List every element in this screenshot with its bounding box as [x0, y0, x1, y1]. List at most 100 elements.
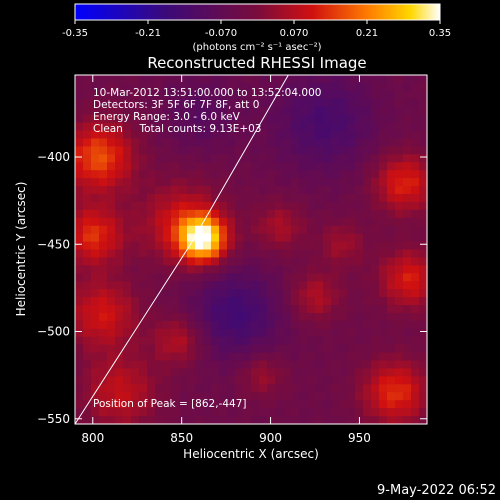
heatmap-cell [115, 384, 124, 393]
heatmap-cell [339, 98, 348, 108]
heatmap-cell [195, 328, 204, 338]
heatmap-cell [91, 392, 100, 401]
heatmap-cell [99, 257, 108, 266]
heatmap-cell [339, 416, 348, 425]
heatmap-cell [195, 162, 204, 171]
heatmap-cell [379, 320, 388, 330]
heatmap-cell [307, 344, 316, 354]
heatmap-cell [235, 241, 244, 251]
heatmap-cell [283, 209, 292, 219]
heatmap-cell [339, 392, 348, 401]
heatmap-cell [347, 193, 356, 203]
heatmap-cell [323, 98, 332, 108]
heatmap-cell [283, 241, 292, 251]
heatmap-cell [419, 344, 428, 354]
heatmap-cell [163, 312, 172, 322]
heatmap-cell [283, 98, 292, 108]
heatmap-cell [291, 320, 300, 330]
heatmap-cell [115, 265, 124, 274]
heatmap-cell [131, 90, 140, 100]
heatmap-cell [275, 122, 284, 132]
heatmap-cell [75, 312, 84, 322]
heatmap-cell [235, 305, 244, 314]
heatmap-cell [147, 146, 156, 155]
heatmap-cell [179, 273, 188, 282]
heatmap-cell [115, 178, 124, 187]
heatmap-cell [179, 106, 188, 116]
heatmap-cell [363, 265, 372, 274]
heatmap-cell [323, 281, 332, 290]
heatmap-cell [171, 146, 180, 155]
heatmap-cell [387, 360, 396, 370]
heatmap-cell [275, 154, 284, 163]
heatmap-cell [347, 249, 356, 259]
heatmap-cell [387, 312, 396, 322]
heatmap-cell [323, 138, 332, 147]
heatmap-cell [379, 408, 388, 417]
heatmap-cell [139, 336, 148, 346]
heatmap-cell [387, 186, 396, 195]
heatmap-cell [403, 225, 412, 235]
heatmap-cell [187, 297, 196, 306]
heatmap-cell [123, 225, 132, 235]
heatmap-cell [179, 193, 188, 203]
heatmap-cell [323, 408, 332, 417]
heatmap-cell [83, 233, 92, 243]
heatmap-cell [411, 154, 420, 163]
heatmap-cell [163, 122, 172, 132]
heatmap-cell [115, 336, 124, 346]
heatmap-cell [251, 241, 260, 251]
heatmap-cell [147, 352, 156, 362]
heatmap-cell [371, 241, 380, 251]
heatmap-cell [211, 249, 220, 259]
heatmap-cell [323, 225, 332, 235]
heatmap-cell [235, 193, 244, 203]
heatmap-cell [283, 360, 292, 370]
heatmap-cell [131, 376, 140, 385]
heatmap-cell [395, 75, 404, 84]
heatmap-cell [107, 106, 116, 116]
heatmap-cell [171, 225, 180, 235]
heatmap-cell [251, 368, 260, 378]
heatmap-cell [91, 114, 100, 124]
heatmap-cell [179, 122, 188, 132]
heatmap-cell [243, 281, 252, 290]
heatmap-cell [283, 376, 292, 385]
heatmap-cell [235, 82, 244, 92]
heatmap-cell [163, 233, 172, 243]
heatmap-cell [75, 257, 84, 266]
heatmap-cell [403, 90, 412, 100]
heatmap-cell [211, 146, 220, 155]
heatmap-cell [227, 130, 236, 140]
heatmap-cell [387, 400, 396, 409]
heatmap-cell [331, 154, 340, 163]
heatmap-cell [179, 114, 188, 124]
heatmap-cell [379, 138, 388, 147]
heatmap-cell [75, 376, 84, 385]
heatmap-cell [275, 201, 284, 211]
heatmap-cell [395, 186, 404, 195]
heatmap-cell [331, 312, 340, 322]
heatmap-cell [363, 368, 372, 378]
heatmap-cell [83, 305, 92, 314]
heatmap-cell [363, 289, 372, 298]
heatmap-cell [363, 392, 372, 401]
heatmap-cell [179, 209, 188, 219]
heatmap-cell [299, 130, 308, 140]
heatmap-cell [355, 368, 364, 378]
heatmap-cell [315, 186, 324, 195]
heatmap-cell [339, 360, 348, 370]
heatmap-cell [395, 281, 404, 290]
heatmap-cell [283, 225, 292, 235]
heatmap-cell [147, 312, 156, 322]
heatmap-cell [331, 162, 340, 171]
heatmap-cell [403, 257, 412, 266]
heatmap-cell [347, 305, 356, 314]
heatmap-cell [331, 392, 340, 401]
heatmap-cell [203, 281, 212, 290]
heatmap-cell [131, 241, 140, 251]
heatmap-cell [323, 400, 332, 409]
heatmap-cell [299, 217, 308, 227]
heatmap-cell [91, 384, 100, 393]
heatmap-cell [395, 376, 404, 385]
